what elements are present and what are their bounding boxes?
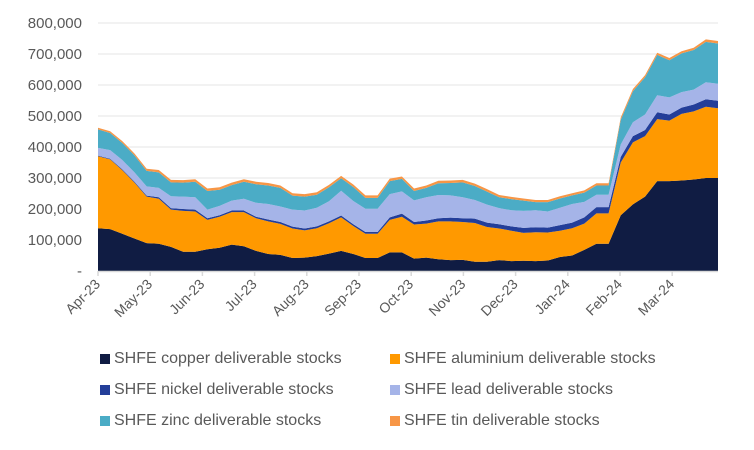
y-tick-label: 100,000 [28, 232, 82, 249]
legend-label: SHFE aluminium deliverable stocks [404, 350, 656, 367]
area-series-0 [98, 178, 718, 271]
x-tick-label: Mar-24 [635, 276, 678, 319]
x-tick-label: May-23 [111, 276, 155, 320]
x-tick-label: Apr-23 [62, 276, 103, 317]
x-axis-tick-labels: Apr-23 May-23 Jun-23 Jul-23 Aug-23 Sep-23 Oct-… [62, 276, 677, 320]
legend-label: SHFE nickel deliverable stocks [114, 381, 334, 398]
legend-label: SHFE zinc deliverable stocks [114, 412, 322, 429]
legend-item: SHFE lead deliverable stocks [390, 379, 730, 401]
legend-swatch [100, 385, 110, 395]
y-tick-label: 600,000 [28, 77, 82, 94]
legend: SHFE copper deliverable stocks SHFE alumi… [100, 348, 740, 432]
x-tick-label: Jun-23 [166, 276, 208, 318]
series-areas [98, 39, 718, 271]
y-tick-label: 300,000 [28, 170, 82, 187]
legend-item: SHFE zinc deliverable stocks [100, 410, 390, 432]
legend-item: SHFE nickel deliverable stocks [100, 379, 390, 401]
x-tick-label: Sep-23 [321, 276, 364, 319]
x-tick-label: Jan-24 [531, 276, 573, 318]
y-axis-tick-labels: - 100,000 200,000 300,000 400,000 500,000 600,… [28, 15, 82, 280]
area-series-4 [98, 41, 718, 212]
x-tick-label: Nov-23 [425, 276, 468, 319]
legend-item: SHFE copper deliverable stocks [100, 348, 390, 370]
y-tick-label: 400,000 [28, 139, 82, 156]
x-tick-label: Aug-23 [269, 276, 312, 319]
legend-item: SHFE tin deliverable stocks [390, 410, 730, 432]
legend-swatch [100, 416, 110, 426]
area-series-5 [98, 39, 718, 203]
x-axis [97, 270, 718, 276]
area-series-3 [98, 82, 718, 232]
legend-label: SHFE lead deliverable stocks [404, 381, 613, 398]
legend-label: SHFE tin deliverable stocks [404, 412, 600, 429]
area-series-1 [98, 106, 718, 262]
legend-label: SHFE copper deliverable stocks [114, 350, 342, 367]
legend-swatch [100, 354, 110, 364]
stacked-area-chart: - 100,000 200,000 300,000 400,000 500,000 600,… [28, 15, 718, 320]
x-tick-label: Dec-23 [477, 276, 520, 319]
x-tick-label: Oct-23 [375, 276, 416, 317]
y-tick-label: 700,000 [28, 46, 82, 63]
legend-swatch [390, 385, 400, 395]
y-tick-label: 800,000 [28, 15, 82, 32]
y-tick-label: - [77, 263, 82, 280]
legend-swatch [390, 416, 400, 426]
legend-item: SHFE aluminium deliverable stocks [390, 348, 730, 370]
y-tick-label: 200,000 [28, 201, 82, 218]
x-tick-label: Feb-24 [582, 276, 625, 319]
legend-swatch [390, 354, 400, 364]
x-tick-label: Jul-23 [221, 276, 259, 314]
y-tick-label: 500,000 [28, 108, 82, 125]
